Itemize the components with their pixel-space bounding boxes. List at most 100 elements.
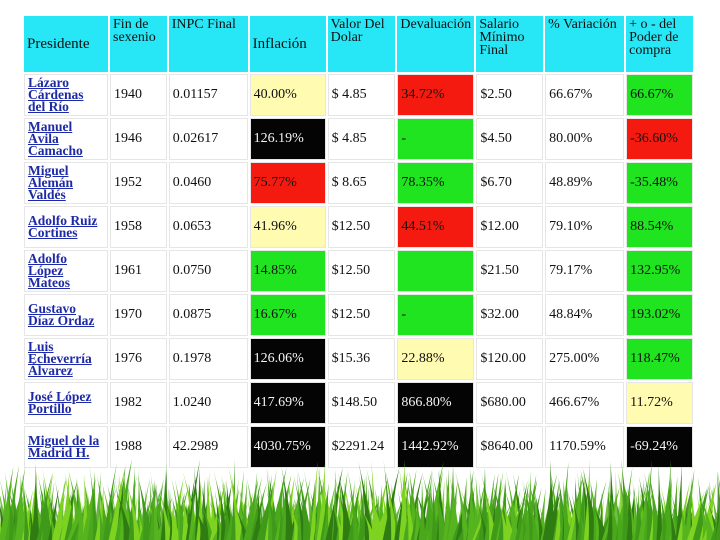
cell-president-name[interactable]: Adolfo López Mateos xyxy=(24,250,109,292)
cell-salario-minimo: $680.00 xyxy=(476,382,544,424)
cell-fin-de-sexenio: 1976 xyxy=(110,338,167,380)
grass-decoration xyxy=(0,458,720,540)
cell-inflacion: 4030.75% xyxy=(249,426,326,468)
header-salario-minimo-final: Salario Mínimo Final xyxy=(476,16,544,72)
cell-variacion: 79.17% xyxy=(545,250,625,292)
cell-salario-minimo: $6.70 xyxy=(476,162,544,204)
header-devaluacion: Devaluación xyxy=(397,16,475,72)
cell-fin-de-sexenio: 1952 xyxy=(110,162,167,204)
cell-valor-del-dolar: $12.50 xyxy=(327,206,396,248)
cell-president-name[interactable]: Manuel Ávila Camacho xyxy=(24,118,109,160)
cell-president-name[interactable]: Lázaro Cárdenas del Río xyxy=(24,74,109,116)
cell-valor-del-dolar: $148.50 xyxy=(327,382,396,424)
table-row: Miguel de la Madrid H. 1988 42.2989 4030.75… xyxy=(24,426,693,468)
cell-devaluacion: 44.51% xyxy=(397,206,475,248)
cell-president-name[interactable]: Adolfo Ruiz Cortines xyxy=(24,206,109,248)
header-porcentaje-variacion: % Variación xyxy=(545,16,625,72)
cell-variacion: 275.00% xyxy=(545,338,625,380)
cell-poder-de-compra: -36.60% xyxy=(626,118,693,160)
table-row: José López Portillo 1982 1.0240 417.69% $148… xyxy=(24,382,693,424)
cell-valor-del-dolar: $2291.24 xyxy=(327,426,396,468)
cell-president-name[interactable]: Miguel de la Madrid H. xyxy=(24,426,109,468)
cell-valor-del-dolar: $12.50 xyxy=(327,294,396,336)
cell-valor-del-dolar: $ 4.85 xyxy=(327,74,396,116)
cell-variacion: 1170.59% xyxy=(545,426,625,468)
cell-poder-de-compra: 11.72% xyxy=(626,382,693,424)
cell-devaluacion: 22.88% xyxy=(397,338,475,380)
cell-inpc-final: 0.0653 xyxy=(168,206,248,248)
table-row: Manuel Ávila Camacho 1946 0.02617 126.19% $ … xyxy=(24,118,693,160)
table-row: Adolfo Ruiz Cortines 1958 0.0653 41.96% $12.… xyxy=(24,206,693,248)
cell-valor-del-dolar: $12.50 xyxy=(327,250,396,292)
cell-fin-de-sexenio: 1961 xyxy=(110,250,167,292)
cell-salario-minimo: $2.50 xyxy=(476,74,544,116)
cell-salario-minimo: $8640.00 xyxy=(476,426,544,468)
cell-salario-minimo: $21.50 xyxy=(476,250,544,292)
cell-devaluacion xyxy=(397,250,475,292)
cell-variacion: 48.84% xyxy=(545,294,625,336)
cell-president-name[interactable]: Miguel Alemán Valdés xyxy=(24,162,109,204)
cell-poder-de-compra: -35.48% xyxy=(626,162,693,204)
cell-salario-minimo: $120.00 xyxy=(476,338,544,380)
table-row: Gustavo Díaz Ordaz 1970 0.0875 16.67% $12.50… xyxy=(24,294,693,336)
cell-devaluacion: 1442.92% xyxy=(397,426,475,468)
cell-variacion: 66.67% xyxy=(545,74,625,116)
header-inflacion: Inflación xyxy=(249,16,326,72)
cell-fin-de-sexenio: 1982 xyxy=(110,382,167,424)
cell-president-name[interactable]: José López Portillo xyxy=(24,382,109,424)
cell-inflacion: 417.69% xyxy=(249,382,326,424)
cell-fin-de-sexenio: 1946 xyxy=(110,118,167,160)
cell-valor-del-dolar: $ 4.85 xyxy=(327,118,396,160)
cell-variacion: 80.00% xyxy=(545,118,625,160)
cell-inpc-final: 42.2989 xyxy=(168,426,248,468)
cell-president-name[interactable]: Luis Echeverría Álvarez xyxy=(24,338,109,380)
cell-variacion: 466.67% xyxy=(545,382,625,424)
cell-devaluacion: 866.80% xyxy=(397,382,475,424)
cell-salario-minimo: $32.00 xyxy=(476,294,544,336)
cell-fin-de-sexenio: 1970 xyxy=(110,294,167,336)
presidents-economy-table: Presidente Fin de sexenio INPC Final Inf… xyxy=(22,14,695,470)
cell-poder-de-compra: 118.47% xyxy=(626,338,693,380)
header-fin-de-sexenio: Fin de sexenio xyxy=(110,16,167,72)
table-header-row: Presidente Fin de sexenio INPC Final Inf… xyxy=(24,16,693,72)
cell-inflacion: 41.96% xyxy=(249,206,326,248)
table-row: Miguel Alemán Valdés 1952 0.0460 75.77% $ 8.… xyxy=(24,162,693,204)
cell-devaluacion: - xyxy=(397,294,475,336)
cell-poder-de-compra: -69.24% xyxy=(626,426,693,468)
cell-poder-de-compra: 88.54% xyxy=(626,206,693,248)
cell-inpc-final: 0.0750 xyxy=(168,250,248,292)
cell-salario-minimo: $4.50 xyxy=(476,118,544,160)
cell-fin-de-sexenio: 1988 xyxy=(110,426,167,468)
cell-salario-minimo: $12.00 xyxy=(476,206,544,248)
cell-inpc-final: 0.0875 xyxy=(168,294,248,336)
cell-poder-de-compra: 66.67% xyxy=(626,74,693,116)
cell-inpc-final: 1.0240 xyxy=(168,382,248,424)
cell-inflacion: 126.19% xyxy=(249,118,326,160)
cell-inpc-final: 0.0460 xyxy=(168,162,248,204)
cell-inflacion: 126.06% xyxy=(249,338,326,380)
cell-devaluacion: - xyxy=(397,118,475,160)
header-poder-de-compra: + o - del Poder de compra xyxy=(626,16,693,72)
cell-fin-de-sexenio: 1958 xyxy=(110,206,167,248)
table-row: Lázaro Cárdenas del Río 1940 0.01157 40.00%… xyxy=(24,74,693,116)
cell-inflacion: 14.85% xyxy=(249,250,326,292)
cell-devaluacion: 78.35% xyxy=(397,162,475,204)
cell-variacion: 48.89% xyxy=(545,162,625,204)
cell-inflacion: 40.00% xyxy=(249,74,326,116)
header-presidente: Presidente xyxy=(24,16,109,72)
cell-variacion: 79.10% xyxy=(545,206,625,248)
table-body: Lázaro Cárdenas del Río 1940 0.01157 40.00%… xyxy=(24,74,693,468)
cell-inpc-final: 0.01157 xyxy=(168,74,248,116)
cell-president-name[interactable]: Gustavo Díaz Ordaz xyxy=(24,294,109,336)
cell-poder-de-compra: 193.02% xyxy=(626,294,693,336)
cell-devaluacion: 34.72% xyxy=(397,74,475,116)
cell-inflacion: 75.77% xyxy=(249,162,326,204)
cell-poder-de-compra: 132.95% xyxy=(626,250,693,292)
header-valor-del-dolar: Valor Del Dolar xyxy=(327,16,396,72)
header-inpc-final: INPC Final xyxy=(168,16,248,72)
table-row: Luis Echeverría Álvarez 1976 0.1978 126.06%… xyxy=(24,338,693,380)
cell-inflacion: 16.67% xyxy=(249,294,326,336)
cell-inpc-final: 0.1978 xyxy=(168,338,248,380)
cell-valor-del-dolar: $ 8.65 xyxy=(327,162,396,204)
